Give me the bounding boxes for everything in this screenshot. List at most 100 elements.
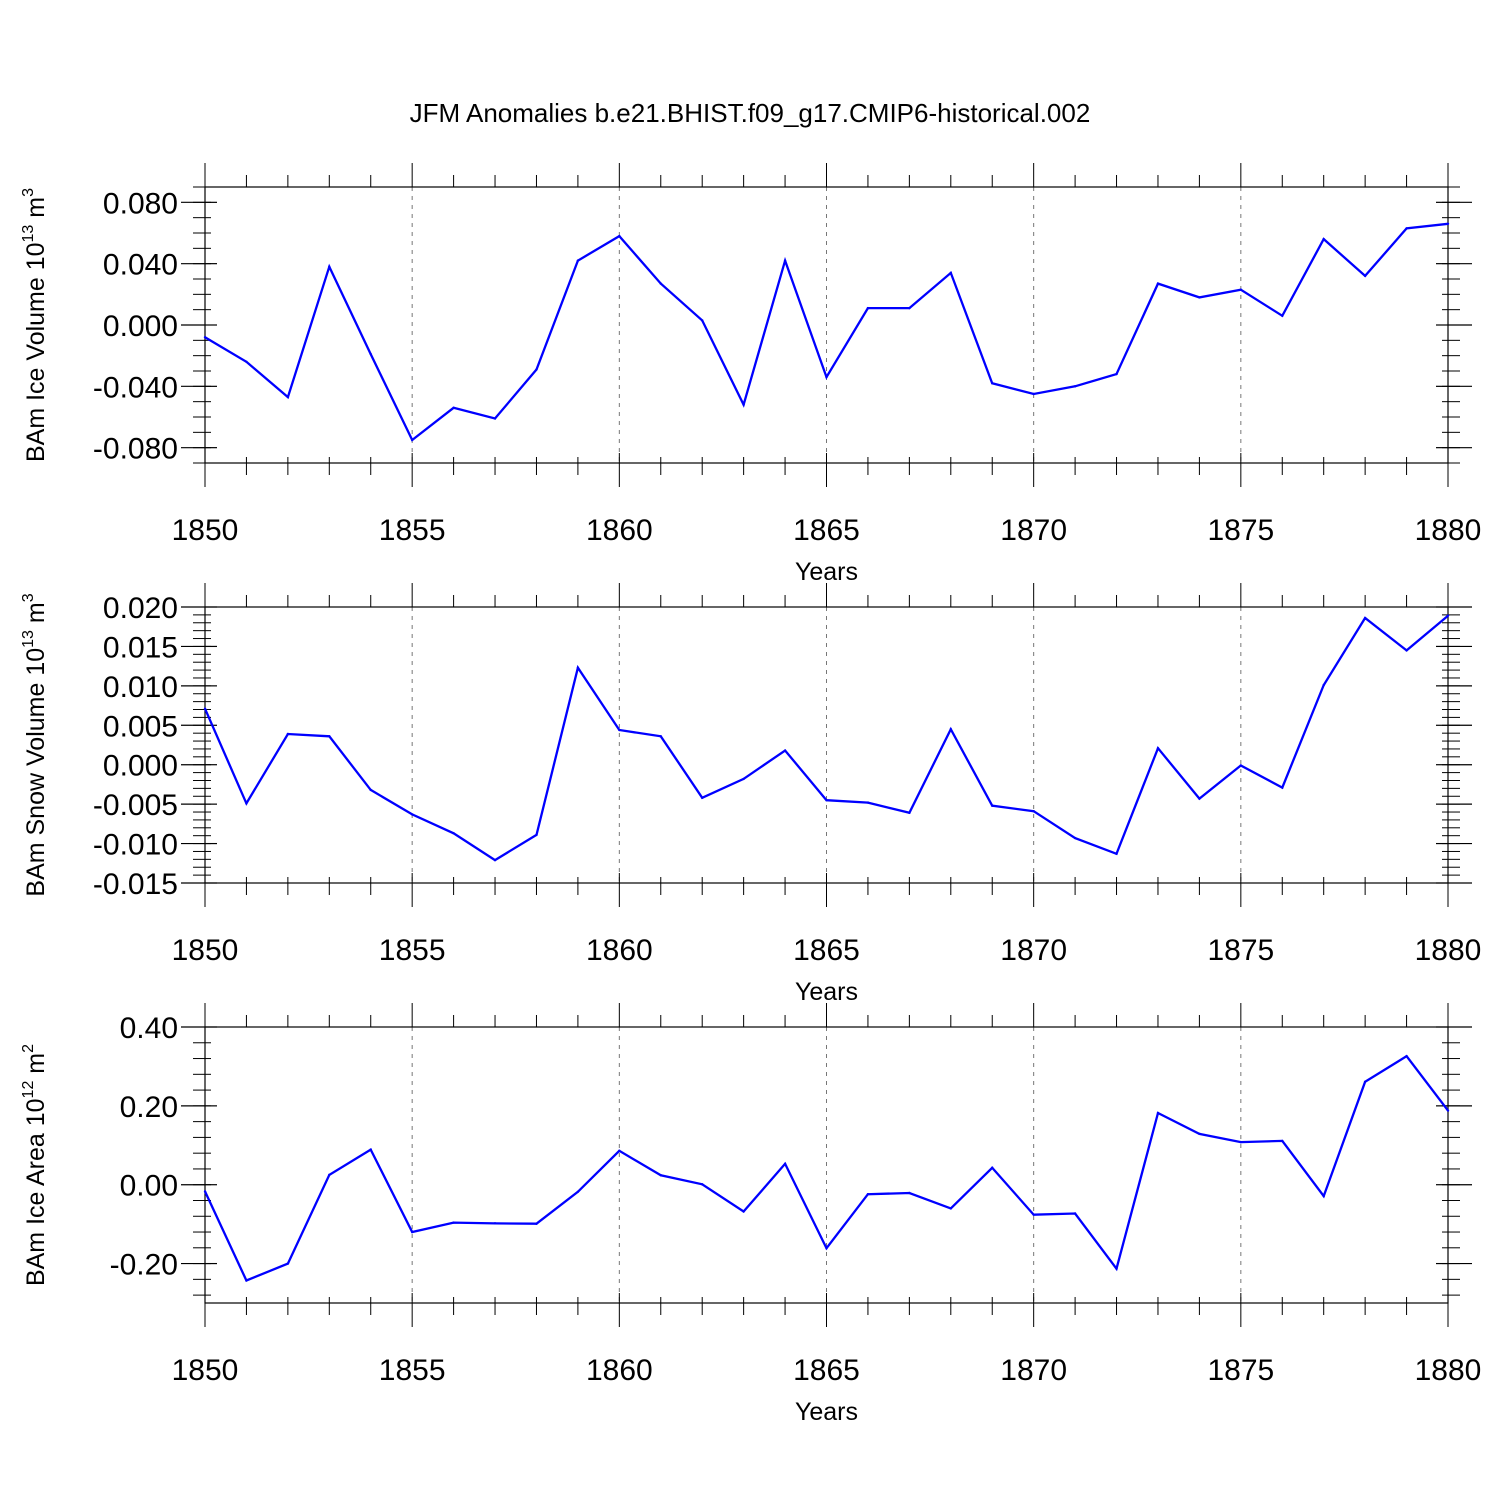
y-tick-label: 0.000 [103,310,178,343]
data-point [866,1192,870,1196]
data-point [369,788,372,792]
x-tick-label: 1875 [1207,514,1274,547]
y-tick-label: 0.005 [103,710,178,743]
x-tick-label: 1850 [172,1354,239,1387]
x-tick-label: 1875 [1207,934,1274,967]
data-point [576,259,580,262]
chart-title: JFM Anomalies b.e21.BHIST.f09_g17.CMIP6-… [409,98,1091,128]
data-point [783,1162,787,1166]
y-tick-label: -0.040 [93,371,178,404]
data-point [452,1221,455,1224]
data-point [535,1222,538,1225]
y-tick-label: 0.040 [103,249,178,282]
data-point [701,319,704,322]
x-tick-label: 1865 [793,1354,860,1387]
data-point [328,735,331,738]
x-tick-label: 1875 [1207,1354,1274,1387]
x-tick-label: 1860 [586,1354,653,1387]
data-point [1322,237,1325,241]
y-tick-label: -0.20 [110,1249,178,1282]
data-point [618,1149,621,1153]
data-point [908,811,911,815]
x-tick-label: 1865 [793,514,860,547]
x-tick-label: 1860 [586,934,653,967]
x-tick-label: 1860 [586,514,653,547]
data-point [1156,1111,1160,1115]
data-point [659,282,662,285]
y-axis-label: BAm Ice Area 1012 m2 [20,1044,50,1286]
data-point [1363,1080,1367,1084]
data-point [535,368,538,371]
y-tick-label: 0.020 [103,592,178,625]
data-point [535,833,538,837]
data-point [659,1174,662,1177]
data-point [783,259,787,262]
data-point [991,1166,994,1169]
x-tick-label: 1855 [379,1354,446,1387]
data-point [493,858,497,862]
data-point [1239,288,1243,291]
y-tick-label: -0.005 [93,789,178,822]
data-point [1115,372,1118,376]
data-point [1198,1132,1201,1136]
data-point [1073,1212,1077,1215]
data-point [452,406,455,409]
data-point [203,1190,207,1193]
y-axis-label: BAm Snow Volume 1013 m3 [20,593,50,896]
data-point [410,438,414,442]
data-point [576,666,580,669]
data-point [286,1262,290,1265]
data-point [1281,1139,1284,1143]
data-point [1363,274,1367,278]
y-axis-label: BAm Ice Volume 1013 m3 [20,188,50,462]
data-point [328,265,331,268]
data-point [410,1230,414,1234]
data-point [1239,1140,1243,1144]
y-tick-label: 0.080 [103,187,178,220]
data-point [493,1222,497,1225]
data-point [1322,683,1325,687]
panel-1: 0.080 0.040 0.000 -0.040 -0.080 1850 1855 1860 1… [20,163,1481,586]
data-point [245,1279,248,1282]
data-point [1032,810,1035,813]
x-axis-label: Years [795,1398,858,1426]
data-point [1322,1194,1325,1198]
data-point [991,804,994,807]
data-point [1073,836,1077,840]
x-axis-label: Years [795,978,858,1006]
data-point [286,732,290,736]
data-point [1446,1109,1450,1112]
data-point [1115,1267,1118,1270]
y-tick-label: 0.20 [120,1091,178,1124]
data-point [1198,797,1201,800]
data-point [1073,385,1077,388]
panel-3: 0.40 0.20 0.00 -0.20 1850 1855 1860 1865 1870 187… [20,1003,1481,1426]
data-point [493,417,497,420]
data-point [1446,614,1450,617]
data-point [1239,764,1243,767]
data-point [866,801,870,804]
y-tick-label: 0.015 [103,631,178,664]
y-tick-label: 0.40 [120,1012,178,1045]
y-tick-label: -0.080 [93,433,178,466]
x-tick-label: 1850 [172,934,239,967]
data-point [1156,746,1160,750]
y-tick-label: -0.015 [93,868,178,901]
data-point [701,796,704,800]
data-point [1363,616,1367,620]
data-point [203,707,207,710]
data-point [1405,227,1408,230]
panel-2: 0.020 0.015 0.010 0.005 0.000 -0.005 -0.010 -0.… [20,583,1481,1006]
data-point [701,1183,704,1186]
x-tick-label: 1880 [1415,514,1482,547]
x-axis-label: Years [795,558,858,586]
data-point [1405,649,1408,652]
x-tick-label: 1850 [172,514,239,547]
data-point [576,1190,580,1194]
data-point [245,802,248,805]
data-point [742,403,745,406]
data-point [245,360,248,363]
data-point [825,799,828,802]
x-tick-label: 1855 [379,934,446,967]
